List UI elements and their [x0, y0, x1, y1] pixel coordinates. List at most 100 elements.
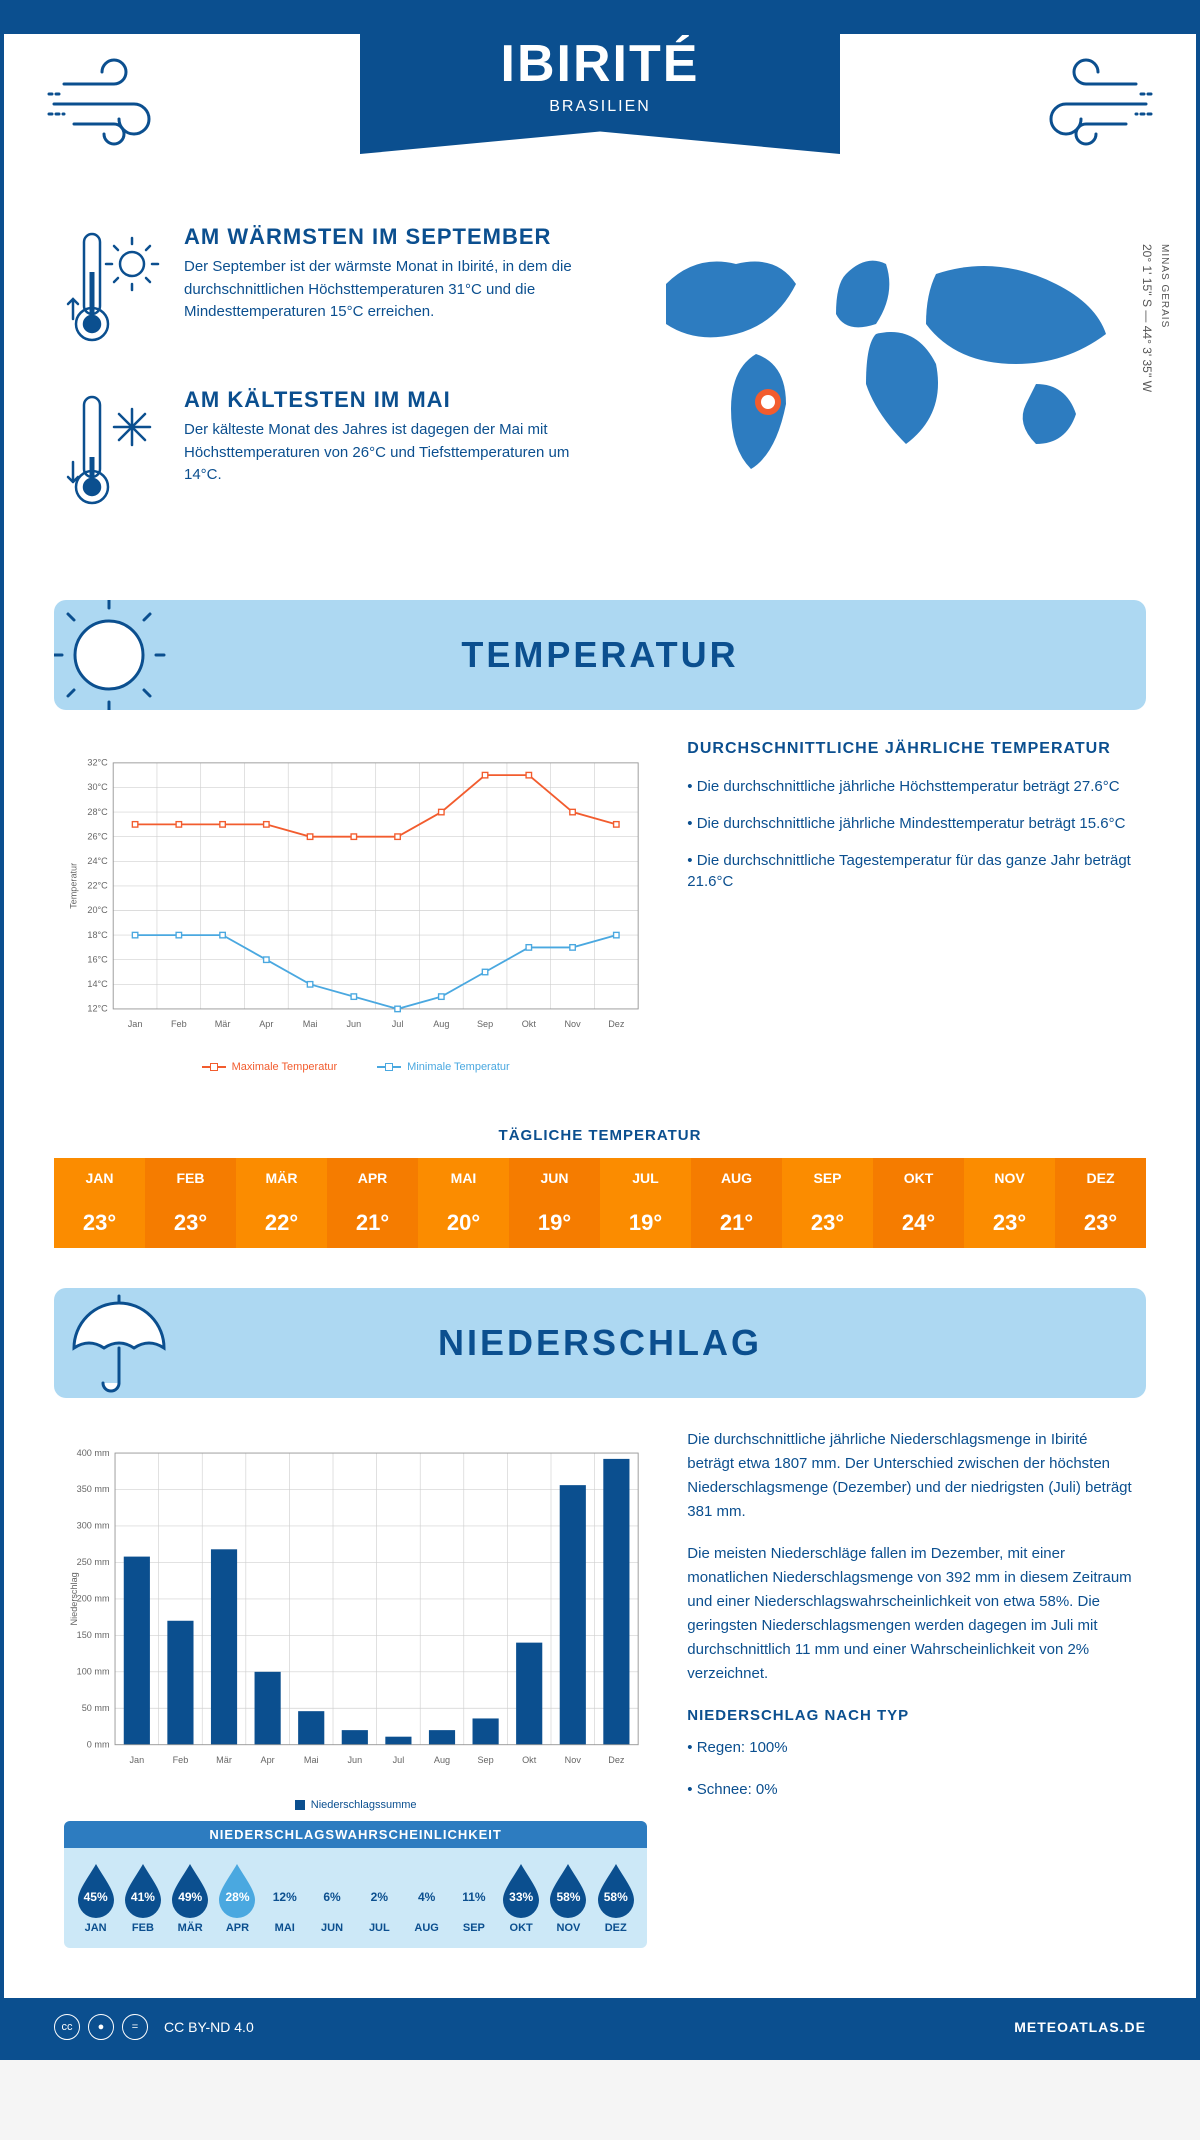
svg-text:Mär: Mär [216, 1755, 232, 1765]
raindrop-icon: 41% [121, 1862, 165, 1918]
precip-para: Die durchschnittliche jährliche Niedersc… [687, 1428, 1136, 1524]
bar-legend: Niederschlagssumme [64, 1799, 647, 1811]
site-name: METEOATLAS.DE [1014, 2019, 1146, 2035]
svg-text:20°C: 20°C [87, 905, 108, 915]
prob-value: 4% [405, 1890, 449, 1904]
infographic-page: IBIRITÉ BRASILIEN [0, 0, 1200, 2060]
svg-text:Feb: Feb [173, 1755, 189, 1765]
svg-text:50 mm: 50 mm [82, 1703, 110, 1713]
svg-text:Mär: Mär [215, 1019, 231, 1029]
prob-drop-col: 6% JUN [308, 1862, 355, 1934]
svg-text:Sep: Sep [477, 1755, 493, 1765]
svg-text:30°C: 30°C [87, 782, 108, 792]
prob-drop-col: 28% APR [214, 1862, 261, 1934]
daily-month: JUN [509, 1158, 600, 1198]
svg-text:250 mm: 250 mm [77, 1557, 110, 1567]
temp-bullet: • Die durchschnittliche jährliche Höchst… [687, 776, 1136, 797]
warmest-heading: AM WÄRMSTEN IM SEPTEMBER [184, 224, 576, 250]
prob-drop-col: 33% OKT [498, 1862, 545, 1934]
svg-text:Nov: Nov [565, 1755, 582, 1765]
daily-month: NOV [964, 1158, 1055, 1198]
svg-text:Jul: Jul [392, 1019, 404, 1029]
precip-para: Die meisten Niederschläge fallen im Deze… [687, 1542, 1136, 1686]
svg-text:Jan: Jan [129, 1755, 144, 1765]
top-info-section: AM WÄRMSTEN IM SEPTEMBER Der September i… [4, 184, 1196, 580]
svg-text:Jun: Jun [346, 1019, 361, 1029]
world-map-col: MINAS GERAIS 20° 1' 15'' S — 44° 3' 35''… [616, 224, 1136, 550]
daily-month: JAN [54, 1158, 145, 1198]
temperature-line-chart: 12°C14°C16°C18°C20°C22°C24°C26°C28°C30°C… [64, 740, 647, 1073]
svg-text:14°C: 14°C [87, 979, 108, 989]
daily-month: MAI [418, 1158, 509, 1198]
daily-month: OKT [873, 1158, 964, 1198]
prob-value: 33% [499, 1890, 543, 1904]
svg-text:150 mm: 150 mm [77, 1630, 110, 1640]
climate-summary-col: AM WÄRMSTEN IM SEPTEMBER Der September i… [64, 224, 576, 550]
raindrop-icon: 4% [405, 1862, 449, 1918]
raindrop-icon: 28% [215, 1862, 259, 1918]
daily-month: MÄR [236, 1158, 327, 1198]
daily-month: SEP [782, 1158, 873, 1198]
temp-bullet: • Die durchschnittliche Tagestemperatur … [687, 850, 1136, 892]
prob-month: MÄR [167, 1922, 214, 1934]
precipitation-row: 0 mm 50 mm 100 mm 150 mm 200 mm 250 mm 300 mm 3… [4, 1428, 1196, 1968]
svg-text:Jan: Jan [128, 1019, 143, 1029]
prob-drop-col: 11% SEP [450, 1862, 497, 1934]
prob-month: FEB [119, 1922, 166, 1934]
coldest-heading: AM KÄLTESTEN IM MAI [184, 387, 576, 413]
nd-icon: = [122, 2014, 148, 2040]
wind-icon [44, 44, 184, 164]
svg-text:350 mm: 350 mm [77, 1484, 110, 1494]
prob-drop-col: 45% JAN [72, 1862, 119, 1934]
svg-text:Aug: Aug [434, 1755, 450, 1765]
raindrop-icon: 6% [310, 1862, 354, 1918]
svg-text:Okt: Okt [522, 1019, 537, 1029]
svg-text:200 mm: 200 mm [77, 1594, 110, 1604]
svg-text:18°C: 18°C [87, 930, 108, 940]
daily-month: AUG [691, 1158, 782, 1198]
sun-icon [54, 600, 184, 710]
country-subtitle: BRASILIEN [360, 98, 840, 116]
svg-text:Dez: Dez [608, 1019, 625, 1029]
svg-text:24°C: 24°C [87, 856, 108, 866]
daily-value: 23° [1055, 1198, 1146, 1248]
svg-text:Niederschlag: Niederschlag [69, 1572, 79, 1625]
prob-month: JUL [356, 1922, 403, 1934]
umbrella-icon [54, 1288, 184, 1398]
title-banner: IBIRITÉ BRASILIEN [360, 4, 840, 154]
temperature-heading: TEMPERATUR [461, 634, 738, 676]
daily-value: 21° [327, 1198, 418, 1248]
prob-month: APR [214, 1922, 261, 1934]
coldest-block: AM KÄLTESTEN IM MAI Der kälteste Monat d… [64, 387, 576, 522]
thermometer-snow-icon [64, 387, 164, 522]
svg-text:Apr: Apr [261, 1755, 275, 1765]
daily-value: 22° [236, 1198, 327, 1248]
prob-value: 45% [74, 1890, 118, 1904]
prob-month: NOV [545, 1922, 592, 1934]
prob-month: SEP [450, 1922, 497, 1934]
warmest-text: Der September ist der wärmste Monat in I… [184, 256, 576, 324]
svg-text:Okt: Okt [522, 1755, 537, 1765]
daily-value: 23° [145, 1198, 236, 1248]
coldest-text: Der kälteste Monat des Jahres ist dagege… [184, 419, 576, 487]
svg-text:Jun: Jun [347, 1755, 362, 1765]
license-text: CC BY-ND 4.0 [164, 2019, 254, 2035]
prob-value: 41% [121, 1890, 165, 1904]
svg-text:0 mm: 0 mm [87, 1739, 110, 1749]
precipitation-heading: NIEDERSCHLAG [438, 1322, 762, 1364]
daily-value: 19° [509, 1198, 600, 1248]
probability-title: NIEDERSCHLAGSWAHRSCHEINLICHKEIT [64, 1821, 647, 1848]
city-title: IBIRITÉ [360, 34, 840, 94]
daily-temp-title: TÄGLICHE TEMPERATUR [4, 1127, 1196, 1144]
prob-value: 58% [594, 1890, 638, 1904]
prob-month: DEZ [592, 1922, 639, 1934]
svg-text:300 mm: 300 mm [77, 1521, 110, 1531]
daily-value: 19° [600, 1198, 691, 1248]
temperature-section-banner: TEMPERATUR [54, 600, 1146, 710]
by-icon: ● [88, 2014, 114, 2040]
prob-drop-col: 12% MAI [261, 1862, 308, 1934]
prob-value: 6% [310, 1890, 354, 1904]
prob-value: 2% [357, 1890, 401, 1904]
svg-text:100 mm: 100 mm [77, 1667, 110, 1677]
raindrop-icon: 58% [594, 1862, 638, 1918]
